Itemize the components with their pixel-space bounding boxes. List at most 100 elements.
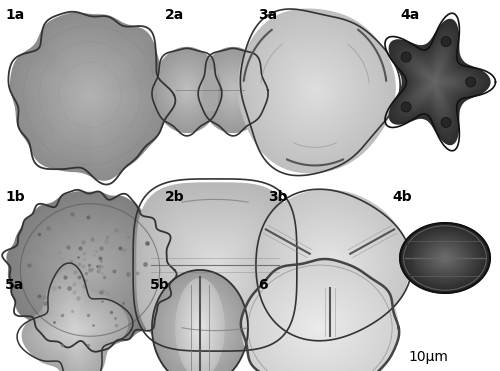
Polygon shape	[183, 293, 217, 362]
Polygon shape	[164, 211, 266, 319]
Polygon shape	[76, 80, 104, 110]
Polygon shape	[422, 240, 468, 276]
Polygon shape	[286, 59, 346, 121]
Polygon shape	[252, 24, 380, 158]
Polygon shape	[184, 86, 190, 94]
Polygon shape	[188, 314, 212, 342]
Polygon shape	[432, 79, 438, 85]
Polygon shape	[84, 88, 96, 102]
Polygon shape	[54, 236, 127, 305]
Polygon shape	[278, 214, 384, 316]
Polygon shape	[286, 221, 376, 309]
Polygon shape	[288, 224, 373, 306]
Polygon shape	[187, 312, 213, 344]
Polygon shape	[162, 209, 268, 321]
Polygon shape	[264, 200, 398, 329]
Polygon shape	[290, 302, 350, 354]
Polygon shape	[48, 231, 132, 309]
Polygon shape	[312, 247, 349, 283]
Polygon shape	[288, 61, 344, 120]
Polygon shape	[301, 236, 360, 293]
Polygon shape	[199, 327, 201, 329]
Polygon shape	[40, 223, 140, 318]
Polygon shape	[56, 60, 124, 131]
Text: 3b: 3b	[268, 190, 287, 204]
Polygon shape	[264, 279, 376, 371]
Polygon shape	[20, 23, 162, 170]
Polygon shape	[298, 72, 332, 108]
Polygon shape	[272, 45, 360, 136]
Polygon shape	[228, 83, 238, 97]
Polygon shape	[182, 291, 218, 365]
Polygon shape	[290, 64, 341, 116]
Polygon shape	[438, 253, 452, 263]
Polygon shape	[172, 219, 258, 311]
Polygon shape	[418, 59, 456, 105]
Polygon shape	[214, 66, 252, 114]
Polygon shape	[410, 47, 465, 116]
Polygon shape	[296, 70, 334, 110]
Polygon shape	[10, 13, 172, 180]
Polygon shape	[28, 212, 152, 328]
Polygon shape	[32, 280, 118, 371]
Polygon shape	[154, 49, 220, 131]
Polygon shape	[241, 13, 392, 169]
Polygon shape	[186, 298, 214, 358]
Polygon shape	[176, 279, 224, 371]
Polygon shape	[58, 62, 122, 129]
Polygon shape	[48, 52, 132, 139]
Polygon shape	[200, 249, 230, 281]
Polygon shape	[159, 55, 215, 125]
Polygon shape	[430, 74, 442, 90]
Polygon shape	[48, 299, 102, 361]
Polygon shape	[180, 229, 250, 301]
Polygon shape	[208, 59, 258, 121]
Polygon shape	[22, 206, 158, 335]
Polygon shape	[168, 66, 206, 114]
Polygon shape	[52, 304, 98, 356]
Polygon shape	[70, 325, 80, 335]
Polygon shape	[253, 190, 409, 340]
Polygon shape	[156, 50, 218, 130]
Polygon shape	[169, 290, 231, 365]
Polygon shape	[258, 194, 404, 335]
Polygon shape	[27, 274, 123, 371]
Polygon shape	[404, 227, 485, 289]
Polygon shape	[411, 49, 464, 115]
Polygon shape	[165, 285, 235, 371]
Polygon shape	[404, 226, 486, 290]
Polygon shape	[190, 239, 240, 291]
Polygon shape	[300, 310, 341, 346]
Polygon shape	[45, 228, 135, 313]
Polygon shape	[62, 314, 88, 346]
Polygon shape	[54, 58, 128, 134]
Text: 1a: 1a	[5, 8, 24, 22]
Polygon shape	[198, 247, 232, 283]
Polygon shape	[304, 79, 326, 102]
Polygon shape	[292, 303, 348, 352]
Polygon shape	[80, 85, 100, 105]
Polygon shape	[46, 49, 136, 143]
Polygon shape	[193, 242, 237, 288]
Polygon shape	[244, 16, 388, 166]
Polygon shape	[10, 195, 170, 346]
Polygon shape	[18, 21, 164, 171]
Polygon shape	[224, 79, 242, 101]
Polygon shape	[187, 301, 213, 355]
Polygon shape	[67, 248, 114, 292]
Polygon shape	[276, 50, 355, 131]
Polygon shape	[435, 250, 455, 266]
Polygon shape	[164, 62, 210, 118]
Polygon shape	[172, 295, 228, 361]
Polygon shape	[215, 67, 251, 113]
Polygon shape	[65, 247, 115, 294]
Polygon shape	[437, 252, 453, 264]
Polygon shape	[314, 88, 316, 92]
Polygon shape	[72, 253, 108, 288]
Polygon shape	[55, 237, 125, 303]
Polygon shape	[192, 318, 208, 338]
Polygon shape	[24, 26, 158, 167]
Polygon shape	[88, 93, 92, 97]
Polygon shape	[26, 30, 156, 163]
Polygon shape	[309, 83, 322, 96]
